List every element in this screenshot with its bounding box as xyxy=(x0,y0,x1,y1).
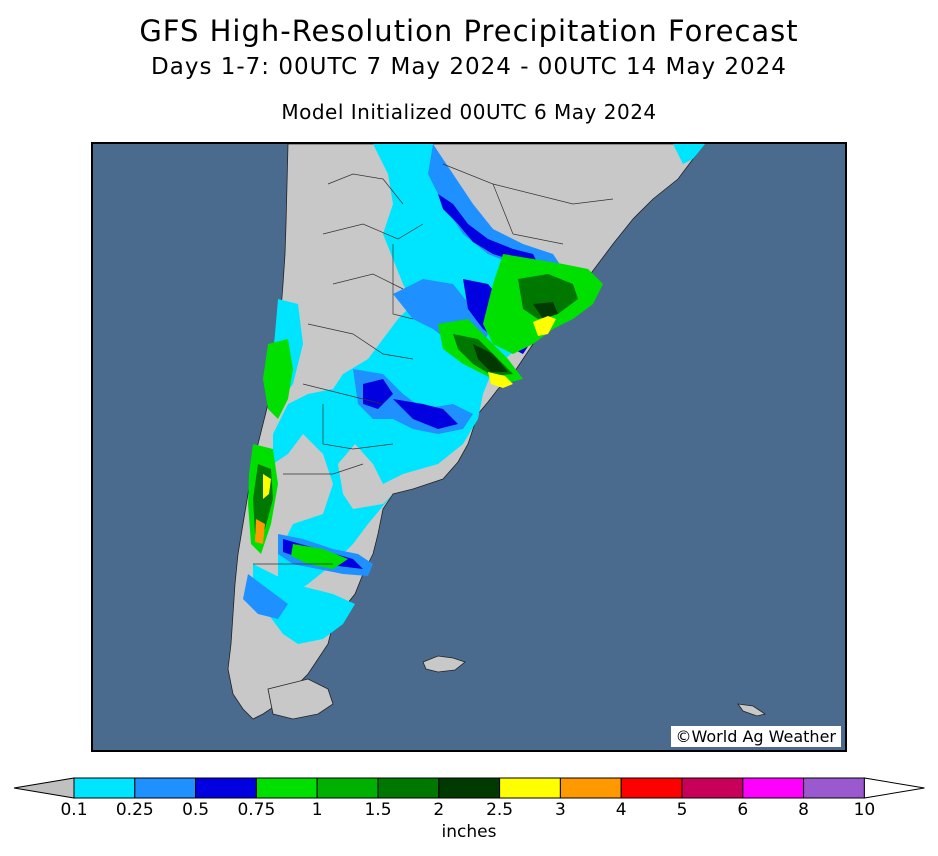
precip-orange xyxy=(255,519,265,544)
legend-color-box xyxy=(499,777,561,799)
precip-verydarkgreen xyxy=(473,302,558,372)
forecast-period: Days 1-7: 00UTC 7 May 2024 - 00UTC 14 Ma… xyxy=(151,54,787,80)
legend-tick: 6 xyxy=(737,800,749,820)
legend-tick: 2 xyxy=(433,800,445,820)
falkland-islands xyxy=(422,655,466,673)
legend-tick: 0.25 xyxy=(115,800,154,820)
legend-tick: 2.5 xyxy=(486,800,514,820)
model-init-time: Model Initialized 00UTC 6 May 2024 xyxy=(281,100,657,124)
legend-tick: 4 xyxy=(615,800,627,820)
legend-color-box xyxy=(742,777,805,799)
legend-color-box xyxy=(681,777,744,799)
legend-color-box xyxy=(195,777,257,799)
legend-tick: 10 xyxy=(853,800,876,820)
province-borders xyxy=(253,163,614,565)
legend-arrow-low xyxy=(13,777,75,799)
map-title: GFS High-Resolution Precipitation Foreca… xyxy=(139,14,799,48)
tierra-del-fuego xyxy=(267,678,334,720)
south-georgia xyxy=(737,703,766,717)
legend-color-box xyxy=(438,777,501,799)
legend-arrow-high xyxy=(863,777,925,799)
legend-color-box xyxy=(803,777,865,799)
legend-units: inches xyxy=(441,822,497,842)
legend-color-box xyxy=(620,777,683,799)
legend-color-box xyxy=(316,777,379,799)
legend-tick: 3 xyxy=(554,800,566,820)
legend-color-box xyxy=(134,777,197,799)
precip-yellow xyxy=(263,316,556,499)
legend-tick: 1.5 xyxy=(364,800,392,820)
credit-label: ©World Ag Weather xyxy=(670,726,841,747)
legend-color-box xyxy=(377,777,440,799)
precipitation-map: ©World Ag Weather xyxy=(91,142,847,752)
legend-tick: 1 xyxy=(311,800,323,820)
map-canvas xyxy=(227,144,766,720)
color-scale-bar xyxy=(13,777,925,799)
legend-tick: 8 xyxy=(798,800,809,820)
legend-color-box xyxy=(255,777,318,799)
legend-color-box xyxy=(559,777,622,799)
legend-color-box xyxy=(73,777,136,799)
legend-tick: 0.5 xyxy=(182,800,210,820)
legend-tick: 0.1 xyxy=(60,800,88,820)
legend-tick: 5 xyxy=(676,800,688,820)
legend-tick: 0.75 xyxy=(237,800,276,820)
